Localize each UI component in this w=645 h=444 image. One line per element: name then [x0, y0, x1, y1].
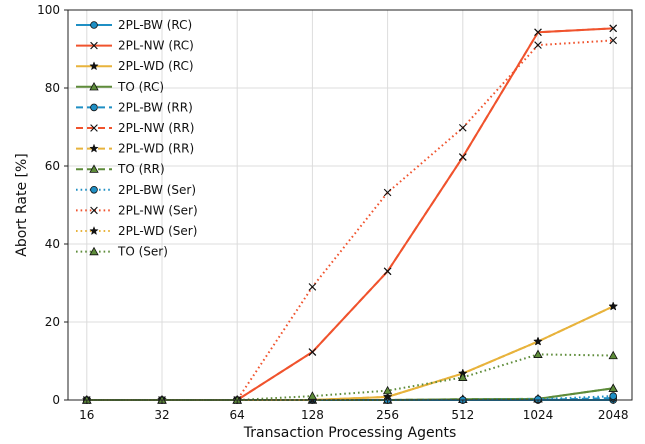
legend-marker [90, 124, 98, 132]
x-tick-label: 64 [230, 408, 245, 422]
legend-label: 2PL-NW (RR) [118, 121, 194, 135]
data-point [609, 392, 617, 400]
x-tick-label: 512 [451, 408, 474, 422]
legend-label: TO (RC) [117, 80, 164, 94]
legend-item: 2PL-WD (RR) [76, 142, 194, 156]
y-tick-label: 20 [45, 315, 60, 329]
y-tick-label: 0 [52, 393, 60, 407]
legend-item: TO (RR) [76, 162, 165, 176]
data-point [382, 391, 393, 401]
data-point [533, 336, 543, 346]
y-tick-label: 40 [45, 237, 60, 251]
series-line [86, 305, 614, 401]
series-line [86, 39, 614, 401]
legend-marker [89, 61, 99, 71]
y-tick-label: 80 [45, 81, 60, 95]
legend-label: 2PL-NW (Ser) [118, 203, 198, 217]
legend-marker [89, 164, 99, 173]
data-point [308, 348, 317, 356]
data-point [608, 301, 618, 311]
data-point [609, 36, 617, 45]
data-point [609, 24, 617, 33]
series-11 [82, 349, 618, 404]
legend-item: TO (RC) [76, 80, 164, 94]
x-tick-label: 32 [154, 408, 169, 422]
legend-item: TO (Ser) [76, 245, 168, 259]
legend-item: 2PL-NW (RC) [76, 39, 194, 53]
legend-marker [89, 81, 99, 91]
legend-label: 2PL-NW (RC) [118, 39, 194, 53]
legend-label: TO (Ser) [117, 245, 168, 259]
legend-label: 2PL-BW (RR) [118, 100, 193, 114]
data-point [533, 349, 543, 358]
legend-marker [90, 41, 98, 50]
plot-frame [67, 9, 633, 401]
data-point [459, 153, 467, 161]
legend-item: 2PL-NW (RR) [76, 121, 194, 135]
legend-item: 2PL-BW (RC) [76, 18, 192, 32]
y-tick-label: 100 [37, 3, 60, 17]
data-point [459, 123, 467, 132]
y-tick-label: 60 [45, 159, 60, 173]
legend-label: 2PL-WD (RC) [118, 59, 194, 73]
x-tick-label: 1024 [523, 408, 554, 422]
data-point [608, 350, 618, 360]
data-point [383, 267, 392, 276]
x-tick-label: 2048 [598, 408, 629, 422]
legend-marker [89, 246, 99, 256]
data-point [308, 283, 317, 291]
legend-marker [89, 143, 99, 153]
series-line [86, 305, 614, 401]
legend-label: TO (RR) [117, 162, 165, 176]
data-point [458, 372, 468, 381]
x-tick-label: 128 [301, 408, 324, 422]
series-line [86, 27, 614, 401]
data-point [382, 385, 393, 395]
series-line [86, 305, 614, 401]
x-tick-label: 256 [376, 408, 399, 422]
x-axis: 16 32 64 128 256 512 1024 2048 [79, 400, 628, 422]
x-tick-label: 16 [79, 408, 94, 422]
legend-item: 2PL-WD (RC) [76, 59, 194, 73]
y-axis: 0 20 40 60 80 100 [37, 3, 68, 407]
legend-label: 2PL-BW (Ser) [118, 183, 196, 197]
y-axis-label: Abort Rate [%] [14, 153, 30, 257]
legend-item: 2PL-BW (RR) [76, 100, 193, 114]
legend-label: 2PL-WD (Ser) [118, 224, 197, 238]
legend-marker [90, 103, 98, 112]
data-point [307, 391, 318, 400]
series-line [86, 353, 614, 401]
data-point [608, 383, 618, 392]
legend-label: 2PL-BW (RC) [118, 18, 192, 32]
legend: 2PL-BW (RC) 2PL-NW (RC) 2PL-WD (RC) TO (RC)… [76, 18, 198, 259]
legend-marker [90, 186, 98, 194]
legend-marker [90, 206, 98, 215]
legend-marker [90, 21, 98, 29]
legend-label: 2PL-WD (RR) [118, 142, 194, 156]
legend-item: 2PL-BW (Ser) [76, 183, 196, 197]
x-axis-label: Transaction Processing Agents [243, 425, 456, 441]
legend-marker [89, 225, 99, 236]
data-point [534, 41, 542, 49]
data-point [383, 188, 392, 197]
legend-item: 2PL-NW (Ser) [76, 203, 198, 217]
legend-item: 2PL-WD (Ser) [76, 224, 197, 238]
data-point [534, 28, 542, 37]
